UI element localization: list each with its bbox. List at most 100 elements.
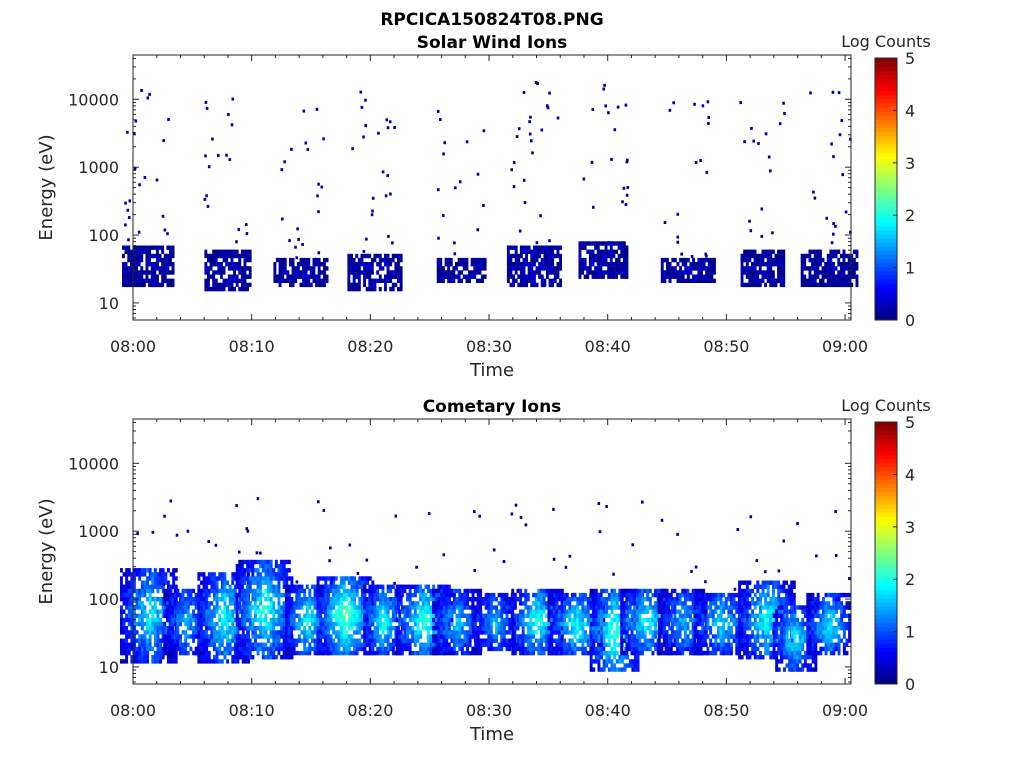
heatmap-cell — [200, 613, 203, 618]
heatmap-cell — [487, 617, 491, 623]
heatmap-cell — [545, 588, 549, 594]
heatmap-cell — [240, 646, 244, 652]
heatmap-cell — [557, 650, 561, 656]
heatmap-cell — [353, 601, 356, 606]
heatmap-cell — [345, 621, 349, 627]
heatmap-cell — [321, 592, 325, 598]
heatmap-cell — [272, 646, 276, 652]
heatmap-cell — [355, 642, 359, 647]
heatmap-cell — [552, 617, 556, 623]
heatmap-cell — [540, 617, 543, 623]
heatmap-cell — [447, 278, 451, 283]
heatmap-cell — [200, 621, 203, 627]
heatmap-cell — [779, 274, 783, 279]
heatmap-cell — [233, 274, 236, 279]
heatmap-cell — [548, 249, 552, 254]
heatmap-cell — [710, 270, 714, 275]
heatmap-cell — [184, 646, 188, 652]
heatmap-cell — [453, 252, 457, 256]
heatmap-cell — [248, 646, 252, 652]
heatmap-cell — [146, 576, 149, 581]
heatmap-cell — [389, 588, 393, 594]
heatmap-cell — [509, 274, 513, 279]
heatmap-cell — [391, 650, 395, 656]
heatmap-cell — [220, 597, 224, 602]
heatmap-cell — [553, 274, 557, 279]
heatmap-cell — [399, 282, 403, 288]
heatmap-cell — [132, 270, 136, 275]
heatmap-cell — [233, 646, 237, 652]
heatmap-cell — [753, 249, 757, 254]
heatmap-cell — [445, 626, 449, 631]
heatmap-cell — [457, 270, 461, 275]
heatmap-cell — [769, 270, 773, 275]
heatmap-cell — [602, 249, 605, 254]
heatmap-cell — [389, 634, 393, 639]
heatmap-cell — [415, 565, 418, 569]
heatmap-cell — [140, 282, 144, 288]
heatmap-cell — [248, 568, 252, 573]
heatmap-cell — [771, 278, 775, 283]
heatmap-cell — [445, 634, 449, 639]
heatmap-cell — [200, 650, 203, 656]
heatmap-cell — [419, 617, 423, 623]
heatmap-cell — [156, 613, 160, 618]
heatmap-cell — [125, 634, 129, 639]
heatmap-cell — [282, 601, 286, 606]
heatmap-cell — [826, 257, 830, 263]
heatmap-cell — [552, 621, 556, 627]
heatmap-cell — [758, 282, 762, 288]
heatmap-cell — [395, 634, 399, 639]
heatmap-cell — [241, 659, 245, 664]
heatmap-cell — [376, 584, 380, 589]
heatmap-cell — [429, 617, 433, 623]
heatmap-cell — [317, 274, 321, 279]
heatmap-cell — [194, 626, 198, 631]
heatmap-cell — [424, 642, 428, 647]
heatmap-cell — [239, 580, 242, 585]
heatmap-cell — [855, 262, 859, 267]
heatmap-cell — [556, 266, 560, 271]
heatmap-cell — [280, 655, 283, 660]
heatmap-cell — [363, 584, 367, 589]
heatmap-cell — [280, 646, 283, 652]
heatmap-cell — [161, 588, 165, 594]
heatmap-cell — [362, 135, 365, 139]
heatmap-cell — [811, 278, 814, 283]
heatmap-cell — [700, 270, 703, 275]
heatmap-cell — [352, 257, 356, 263]
heatmap-cell — [429, 621, 433, 627]
heatmap-cell — [173, 638, 177, 643]
heatmap-cell — [277, 642, 281, 647]
heatmap-cell — [596, 266, 600, 271]
heatmap-cell — [782, 282, 786, 288]
heatmap-cell — [233, 609, 237, 614]
heatmap-cell — [416, 626, 420, 631]
heatmap-cell — [419, 613, 423, 618]
heatmap-cell — [360, 601, 364, 606]
heatmap-cell — [743, 266, 747, 271]
heatmap-cell — [397, 262, 400, 267]
heatmap-cell — [466, 650, 469, 656]
heatmap-cell — [161, 262, 165, 267]
heatmap-cell — [612, 270, 616, 275]
heatmap-cell — [442, 638, 446, 643]
heatmap-cell — [519, 278, 523, 283]
heatmap-cell — [135, 257, 138, 263]
heatmap-cell — [217, 282, 221, 288]
heatmap-cell — [295, 626, 299, 631]
heatmap-cell — [192, 588, 195, 594]
heatmap-cell — [317, 266, 321, 271]
heatmap-cell — [327, 621, 330, 627]
heatmap-cell — [547, 605, 551, 610]
heatmap-cell — [342, 626, 346, 631]
heatmap-cell — [660, 274, 664, 279]
heatmap-cell — [427, 638, 430, 643]
heatmap-cell — [280, 568, 283, 573]
heatmap-cell — [156, 588, 160, 594]
heatmap-cell — [132, 274, 136, 279]
heatmap-cell — [432, 638, 435, 643]
heatmap-cell — [127, 270, 131, 275]
heatmap-cell — [227, 282, 231, 288]
heatmap-cell — [313, 630, 317, 635]
